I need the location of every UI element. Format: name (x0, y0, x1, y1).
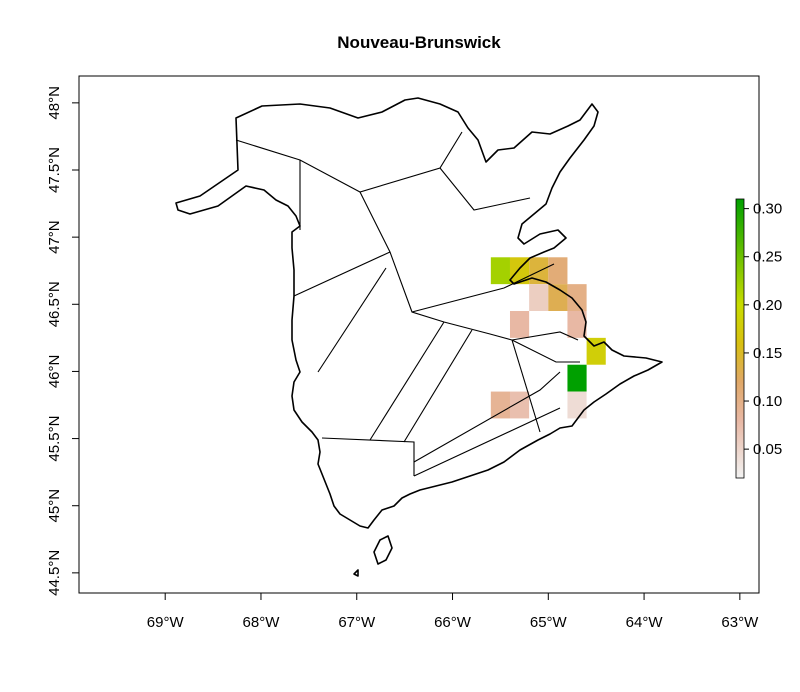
y-tick-label: 46°N (46, 355, 63, 389)
x-tick-label: 65°W (530, 614, 568, 631)
x-tick-label: 66°W (434, 614, 472, 631)
y-axis: 44.5°N 45°N 45.5°N 46°N 46.5°N 47°N 47.5°N 48°N (46, 86, 79, 596)
x-tick-label: 69°W (147, 614, 185, 631)
legend-tick-label: 0.05 (753, 441, 782, 458)
y-tick-label: 47.5°N (46, 147, 63, 193)
y-tick-label: 48°N (46, 86, 63, 120)
heat-cell (509, 311, 530, 338)
x-tick-label: 64°W (626, 614, 664, 631)
heat-cell (529, 284, 549, 311)
y-tick-label: 47°N (46, 220, 63, 254)
y-tick-label: 45°N (46, 489, 63, 523)
heat-cell (509, 391, 530, 419)
y-tick-label: 44.5°N (46, 550, 63, 596)
heat-cell (490, 257, 510, 285)
x-tick-label: 63°W (721, 614, 759, 631)
legend-tick-label: 0.15 (753, 345, 782, 362)
heat-cells (490, 257, 606, 419)
x-axis: 69°W 68°W 67°W 66°W 65°W 64°W 63°W (147, 593, 759, 631)
plot-frame (78, 75, 760, 594)
x-tick-label: 68°W (243, 614, 281, 631)
y-tick-label: 45.5°N (46, 416, 63, 462)
heat-cell (548, 257, 568, 285)
heat-cell (567, 311, 587, 338)
map-title: Nouveau-Brunswick (337, 33, 501, 52)
county-borders (235, 131, 580, 477)
heat-cell (490, 391, 510, 419)
heat-cell (567, 391, 587, 419)
legend-tick-label: 0.30 (753, 201, 782, 218)
heat-cell (586, 337, 606, 365)
heat-cell (567, 284, 587, 311)
legend-tick-label: 0.20 (753, 297, 782, 314)
legend-tick-label: 0.10 (753, 393, 782, 410)
x-tick-label: 67°W (338, 614, 376, 631)
y-tick-label: 46.5°N (46, 281, 63, 327)
heat-cell (567, 364, 587, 392)
legend-colorbar (735, 198, 745, 479)
legend-tick-label: 0.25 (753, 249, 782, 266)
province-coastline (175, 97, 663, 577)
heat-cell (529, 257, 549, 285)
color-legend: 0.05 0.10 0.15 0.20 0.25 0.30 (735, 198, 782, 479)
